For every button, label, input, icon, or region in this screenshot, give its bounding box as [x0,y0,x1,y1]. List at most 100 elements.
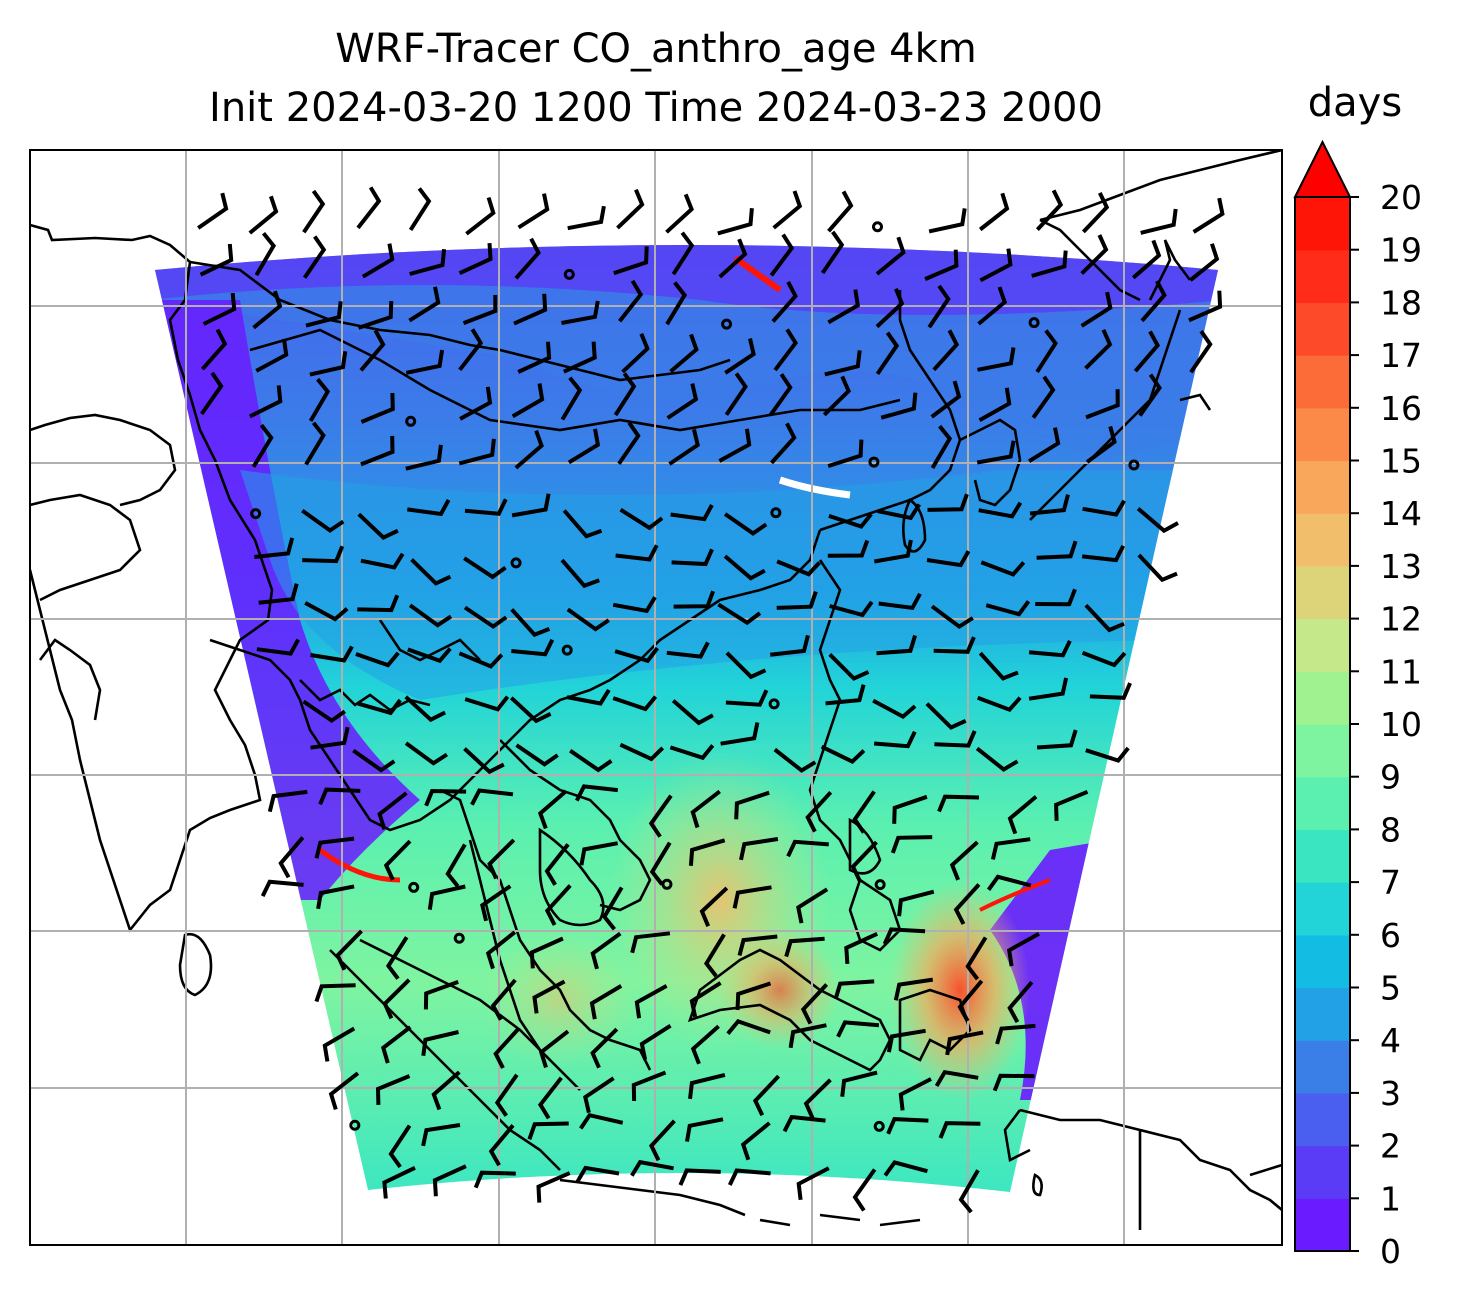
colorbar-segment [1295,882,1350,936]
wind-barb [725,689,769,707]
wind-barb [357,594,400,613]
colorbar-tick-label: 5 [1380,969,1401,1008]
wind-barb [892,794,928,824]
wind-barb [824,350,862,377]
wind-barb [407,647,452,664]
wind-barb [267,789,308,813]
colorbar-tick-label: 15 [1380,442,1422,481]
colorbar-tick-label: 11 [1380,652,1422,691]
wind-barb [827,539,870,558]
wind-barb [566,607,610,632]
wind-barb [852,790,876,834]
wind-barb [569,749,613,773]
wind-barb [316,884,355,910]
colorbar-segment [1295,776,1350,830]
wind-barb [352,748,396,773]
calm-wind-marker [349,1119,361,1131]
wind-barb [252,290,283,330]
wind-barb [726,1019,771,1035]
wind-barb [995,1023,1036,1045]
wind-barb [784,936,825,958]
wind-barb [671,231,695,276]
wind-barb [768,373,793,417]
wind-barb [769,634,810,657]
wind-barb [423,980,459,1010]
wind-barb [1031,375,1056,419]
wind-barb [703,933,726,978]
wind-barb [690,1024,720,1065]
wind-barb [619,508,664,531]
wind-barb [421,1030,459,1056]
wind-barb [825,684,866,706]
calm-wind-marker [1128,459,1140,471]
wind-barb [459,386,493,421]
wind-barb [776,559,821,577]
colorbar-tick-label: 20 [1380,178,1422,217]
wind-barb [924,249,959,281]
wind-barb [724,338,756,375]
wind-barb [953,883,981,925]
colorbar-segment [1295,513,1350,567]
wind-barb [613,246,649,276]
wind-barb [852,1168,877,1212]
wind-barb [685,1117,724,1142]
wind-barb [382,1165,416,1199]
wind-barb [886,1117,929,1135]
colorbar-segment [1295,1040,1350,1094]
wind-barb [310,645,354,663]
map-frame [29,149,1283,1246]
wind-barb [249,385,283,419]
wind-barb [1131,239,1162,280]
wind-barb [788,1023,827,1049]
wind-barb [1133,330,1161,373]
wind-barb [529,936,564,969]
wind-barb [308,377,331,423]
wind-barb [357,512,399,540]
wind-barb [1036,540,1078,560]
colorbar-segment [1295,565,1350,620]
wind-barb [882,927,926,945]
wind-barb [875,331,900,376]
wind-barb [727,1168,771,1186]
wind-barb [410,558,452,586]
wind-barb [254,537,295,559]
wind-barb [1028,427,1061,463]
wind-barb [562,341,597,374]
wind-barb [773,328,799,372]
wind-barb [382,978,411,1020]
wind-barb [820,744,866,765]
wind-barb [665,281,688,326]
wind-barb [827,439,864,469]
wind-barb [470,788,514,806]
wind-barb [583,1076,615,1114]
wind-barb [432,1164,467,1197]
wind-barb [833,979,875,1000]
calm-wind-marker [874,879,886,891]
wind-barb [1140,280,1167,323]
wind-barb [251,423,274,468]
wind-barb [828,512,873,529]
wind-barb [375,1074,411,1105]
wind-barb [304,421,326,466]
wind-barb [537,789,568,830]
wind-barb [673,590,715,609]
wind-barb [309,351,348,377]
wind-barb [930,604,974,630]
wind-barb [690,789,721,829]
wind-barb [875,287,905,329]
wind-barb [601,886,624,931]
wind-barb [304,601,349,622]
wind-barb [1036,729,1078,750]
wind-barb [514,237,541,280]
colorbar-tick-label: 7 [1380,863,1401,902]
wind-barb [1192,197,1225,234]
wind-barb [752,1074,781,1117]
wind-barb [836,1020,880,1038]
wind-barb [723,512,768,536]
wind-barb [732,885,772,909]
wind-barb [322,1026,356,1062]
wind-barb [886,1028,926,1053]
wind-barb [1007,795,1038,835]
colorbar-segment [1295,302,1350,356]
wind-barb [360,435,395,467]
